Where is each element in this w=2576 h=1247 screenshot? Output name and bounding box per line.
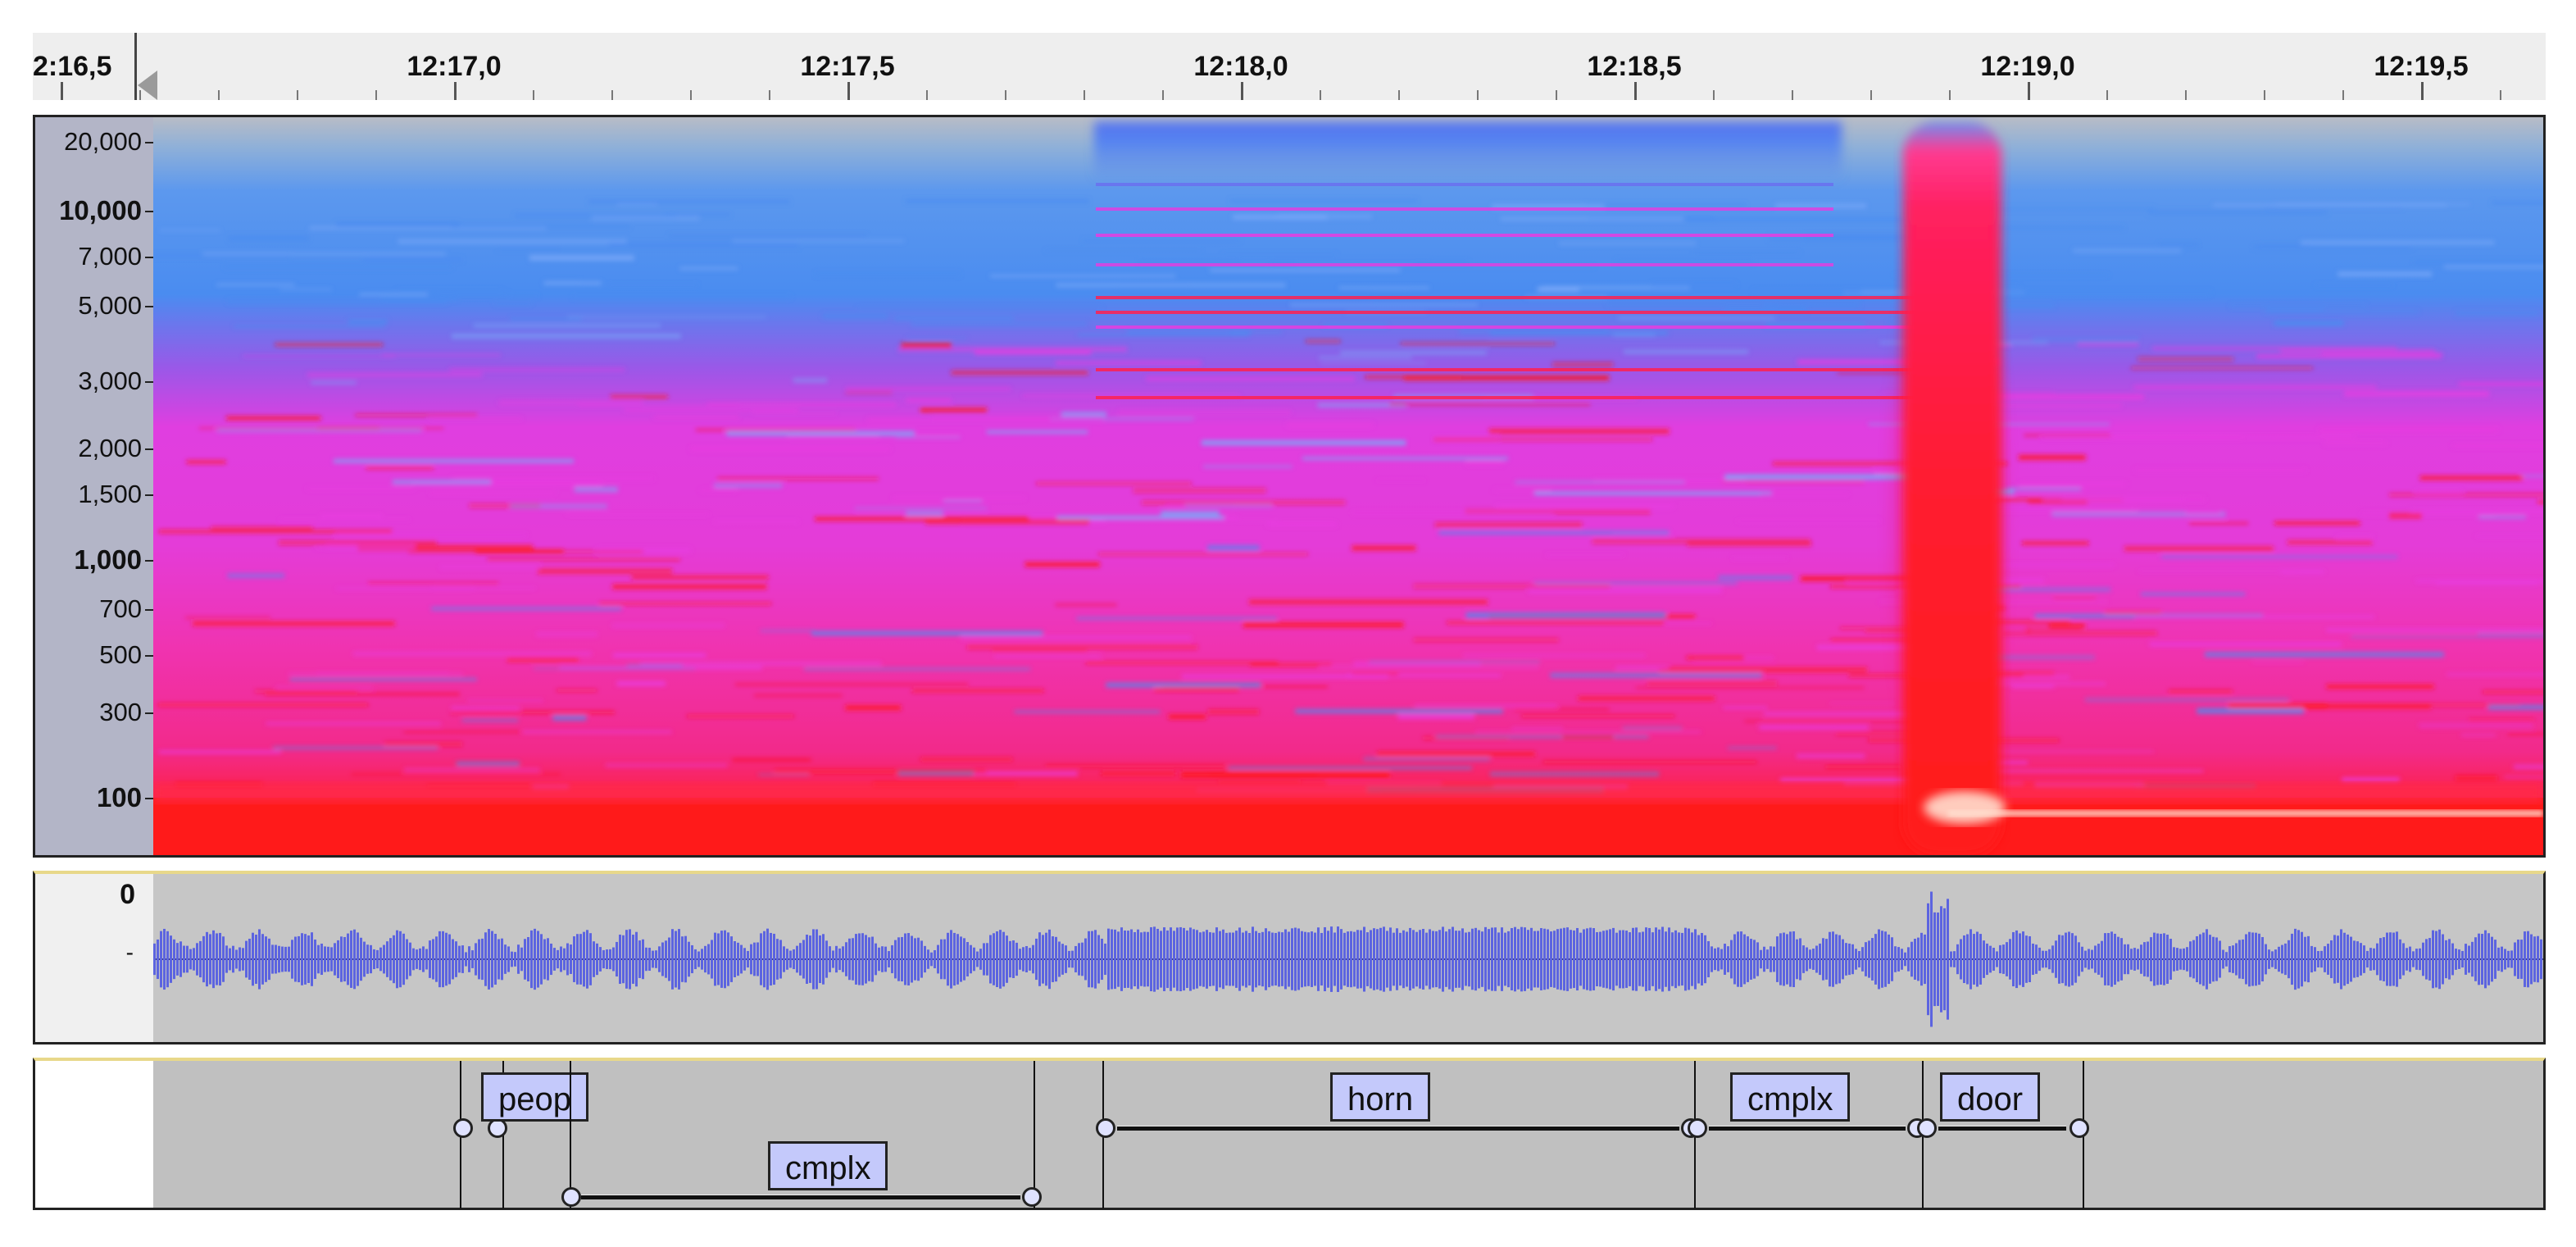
- ruler-tick-label: 12:18,0: [1193, 51, 1288, 82]
- freq-label: 3,000: [78, 366, 142, 395]
- ruler-tick-mark: [297, 90, 298, 100]
- freq-label: 10,000: [59, 195, 142, 225]
- ruler-tick-mark: [1870, 90, 1872, 100]
- ruler-tick-mark: [1713, 90, 1715, 100]
- waveform-image: [153, 891, 2543, 1027]
- ruler-tick-mark: [1320, 90, 1321, 100]
- amplitude-mid-tick: -: [125, 940, 134, 965]
- ruler-tick-mark: [2028, 82, 2030, 100]
- ruler-tick-label: 12:17,5: [800, 51, 895, 82]
- amplitude-scale: 0 -: [35, 874, 156, 1042]
- spectrogram-view[interactable]: [153, 117, 2543, 855]
- amplitude-zero-label: 0: [120, 879, 135, 910]
- label-end-handle-icon[interactable]: [1022, 1187, 1042, 1207]
- timeline-ruler[interactable]: 2:16,5 12:17,0 12:17,5 12:18,0 12:18,5 1…: [33, 33, 2546, 100]
- ruler-tick-mark: [769, 90, 770, 100]
- waveform-track[interactable]: 0 -: [33, 871, 2546, 1044]
- ruler-tick-mark: [533, 90, 534, 100]
- ruler-tick-mark: [1634, 82, 1637, 100]
- spectrogram-track[interactable]: 20,000 10,000 7,000 5,000 3,000 2,000 1,…: [33, 115, 2546, 858]
- ruler-tick-mark: [1084, 90, 1085, 100]
- ruler-tick-mark: [847, 82, 850, 100]
- ruler-tick-mark: [375, 90, 377, 100]
- freq-label: 100: [96, 782, 142, 812]
- freq-label: 700: [99, 594, 142, 623]
- freq-label: 5,000: [78, 291, 142, 320]
- freq-label: 300: [99, 698, 142, 726]
- freq-label: 1,500: [78, 480, 142, 508]
- label-boundary-line: [570, 1061, 571, 1208]
- ruler-tick-mark: [1162, 90, 1164, 100]
- ruler-tick-label: 12:19,0: [1980, 51, 2075, 82]
- ruler-tick-mark: [1477, 90, 1479, 100]
- ruler-tick-mark: [2342, 90, 2344, 100]
- ruler-tick-mark: [1792, 90, 1793, 100]
- ruler-tick-mark: [2264, 90, 2265, 100]
- ruler-tick-mark: [690, 90, 692, 100]
- play-position-marker-icon[interactable]: [138, 71, 157, 100]
- label-start-handle-icon[interactable]: [561, 1187, 581, 1207]
- label-boundary-line: [1034, 1061, 1035, 1208]
- ruler-tick-mark: [1556, 90, 1557, 100]
- label-track[interactable]: peop cmplx horn cmplx door: [33, 1058, 2546, 1210]
- ruler-tick-mark: [2500, 90, 2501, 100]
- label-start-handle-icon[interactable]: [453, 1118, 473, 1138]
- label-horn[interactable]: horn: [1330, 1072, 1431, 1122]
- ruler-tick-mark: [61, 82, 63, 100]
- ruler-tick-mark: [926, 90, 928, 100]
- ruler-tick-label: 12:19,5: [2374, 51, 2469, 82]
- label-start-handle-icon[interactable]: [1096, 1118, 1115, 1138]
- ruler-tick-label: 12:17,0: [407, 51, 502, 82]
- label-cmplx[interactable]: cmplx: [768, 1141, 888, 1190]
- label-span-bar: [581, 1195, 1020, 1199]
- freq-label: 20,000: [64, 127, 142, 156]
- waveform-view[interactable]: [153, 874, 2543, 1042]
- label-span-bar: [1117, 1126, 1679, 1131]
- ruler-tick-mark: [2421, 82, 2424, 100]
- ruler-tick-label: 2:16,5: [33, 51, 112, 82]
- freq-label: 2,000: [78, 434, 142, 462]
- label-span-bar: [1709, 1126, 1906, 1131]
- ruler-tick-mark: [454, 82, 457, 100]
- ruler-tick-mark: [611, 90, 613, 100]
- ruler-tick-label: 12:18,5: [1587, 51, 1682, 82]
- label-track-header: [35, 1061, 156, 1208]
- ruler-tick-mark: [1949, 90, 1951, 100]
- label-span-bar: [1938, 1126, 2066, 1131]
- freq-label: 1,000: [74, 544, 142, 575]
- label-peop[interactable]: peop: [481, 1072, 588, 1122]
- label-end-handle-icon[interactable]: [2069, 1118, 2089, 1138]
- edit-cursor-line: [134, 33, 137, 100]
- ruler-tick-mark: [1005, 90, 1006, 100]
- ruler-tick-mark: [2185, 90, 2187, 100]
- frequency-scale: 20,000 10,000 7,000 5,000 3,000 2,000 1,…: [35, 117, 156, 855]
- label-start-handle-icon[interactable]: [1688, 1118, 1707, 1138]
- ruler-tick-mark: [1241, 82, 1243, 100]
- ruler-tick-mark: [218, 90, 220, 100]
- ruler-tick-mark: [1398, 90, 1400, 100]
- spectrogram-image: [153, 117, 2543, 855]
- label-start-handle-icon[interactable]: [1917, 1118, 1937, 1138]
- freq-label: 7,000: [78, 242, 142, 271]
- ruler-tick-mark: [2106, 90, 2108, 100]
- label-door[interactable]: door: [1940, 1072, 2041, 1122]
- label-cmplx[interactable]: cmplx: [1730, 1072, 1851, 1122]
- freq-label: 500: [99, 640, 142, 669]
- label-track-view[interactable]: peop cmplx horn cmplx door: [153, 1061, 2543, 1208]
